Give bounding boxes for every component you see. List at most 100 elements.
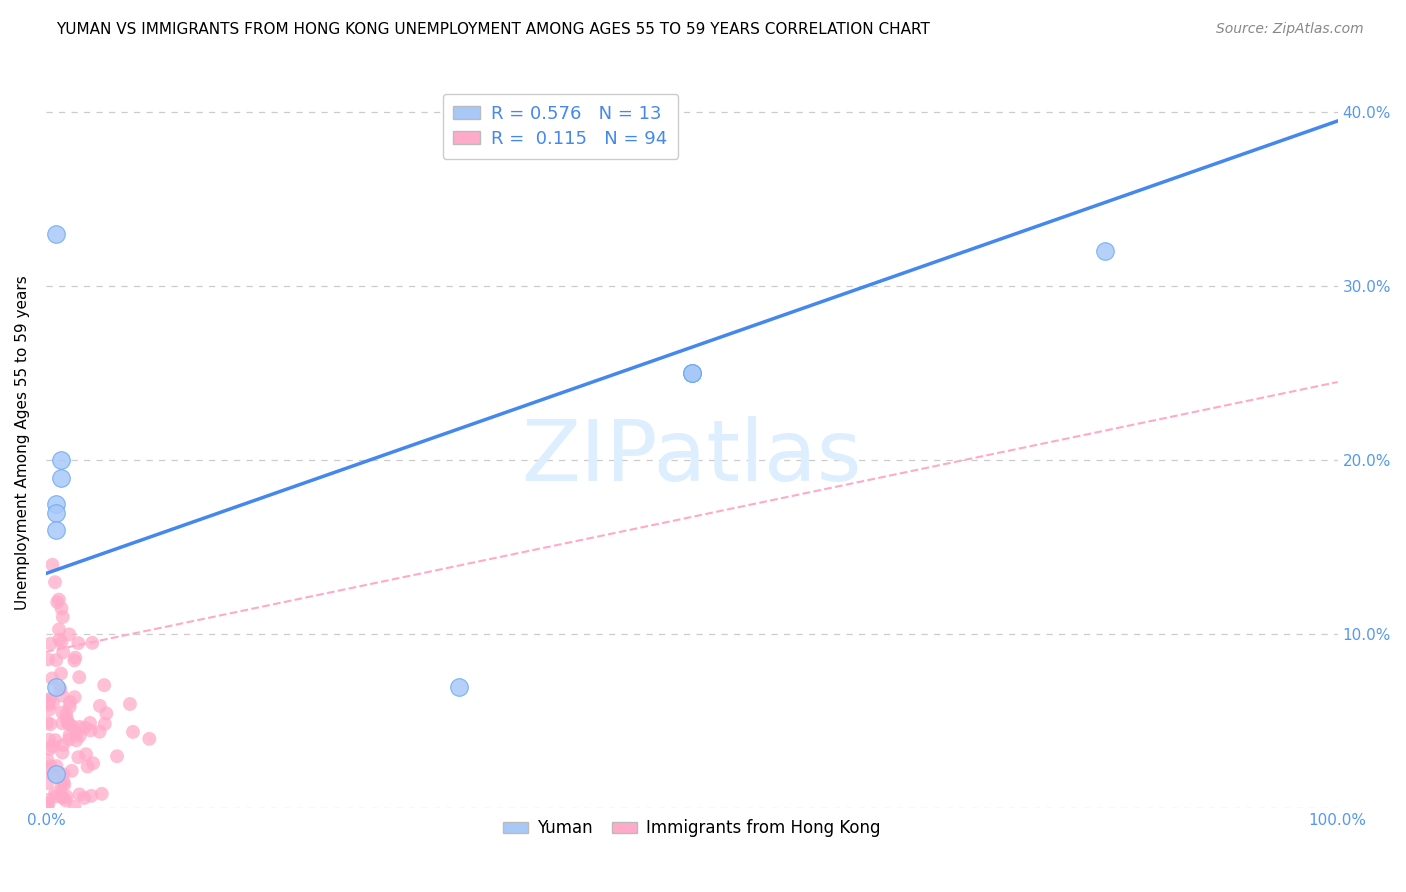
Point [49,681,72,696]
Point [59,695,82,709]
Point [65,733,87,747]
Point [44,733,66,747]
Point [52,767,75,781]
Point [51,746,73,760]
Point [118,697,141,711]
Point [37,698,59,712]
Point [681,367,703,381]
Point [67,788,90,802]
Point [80,789,103,803]
Point [38,742,60,756]
Point [37,797,59,811]
Point [41,739,63,754]
Point [67,750,90,764]
Point [37,715,59,730]
Point [449,680,471,694]
Point [60,764,83,778]
Point [53,778,76,792]
Point [66,726,89,740]
Point [681,367,703,381]
Point [52,775,75,789]
Point [56,715,79,730]
Point [51,706,73,720]
Point [51,635,73,649]
Point [45,523,67,537]
Point [1094,244,1116,259]
Point [37,776,59,790]
Point [37,798,59,813]
Point [79,723,101,738]
Point [90,787,112,801]
Point [39,759,62,773]
Point [41,767,63,781]
Point [45,653,67,667]
Point [122,725,145,739]
Point [59,699,82,714]
Point [51,716,73,731]
Point [39,692,62,706]
Point [89,724,111,739]
Point [55,789,77,804]
Point [37,793,59,807]
Point [73,721,96,735]
Point [82,756,104,771]
Point [45,766,67,780]
Text: Source: ZipAtlas.com: Source: ZipAtlas.com [1216,22,1364,37]
Point [51,789,73,804]
Point [94,716,117,731]
Point [73,791,96,805]
Point [58,627,80,641]
Point [82,636,104,650]
Point [56,712,79,726]
Point [63,690,86,705]
Point [63,653,86,667]
Point [37,695,59,709]
Point [46,595,69,609]
Point [93,678,115,692]
Point [58,732,80,747]
Point [45,506,67,520]
Text: ZIPatlas: ZIPatlas [522,416,862,499]
Point [44,575,66,590]
Point [39,637,62,651]
Point [45,497,67,511]
Point [55,793,77,807]
Point [65,650,87,665]
Point [51,778,73,792]
Point [69,720,91,734]
Point [51,689,73,703]
Point [52,610,75,624]
Point [79,715,101,730]
Legend: Yuman, Immigrants from Hong Kong: Yuman, Immigrants from Hong Kong [496,813,887,844]
Point [138,731,160,746]
Point [41,558,63,572]
Point [52,791,75,805]
Point [45,759,67,773]
Point [52,645,75,659]
Point [67,636,90,650]
Point [38,732,60,747]
Point [45,227,67,241]
Point [75,747,97,762]
Point [41,672,63,686]
Point [60,719,83,733]
Point [37,753,59,767]
Point [37,693,59,707]
Point [48,623,70,637]
Point [38,702,60,716]
Point [96,706,118,721]
Point [44,786,66,800]
Point [105,749,128,764]
Point [38,762,60,776]
Point [39,717,62,731]
Y-axis label: Unemployment Among Ages 55 to 59 years: Unemployment Among Ages 55 to 59 years [15,276,30,610]
Point [51,601,73,615]
Point [681,367,703,381]
Point [55,707,77,722]
Point [58,728,80,742]
Point [63,799,86,814]
Point [49,666,72,681]
Point [52,738,75,752]
Point [45,789,67,804]
Point [51,453,73,467]
